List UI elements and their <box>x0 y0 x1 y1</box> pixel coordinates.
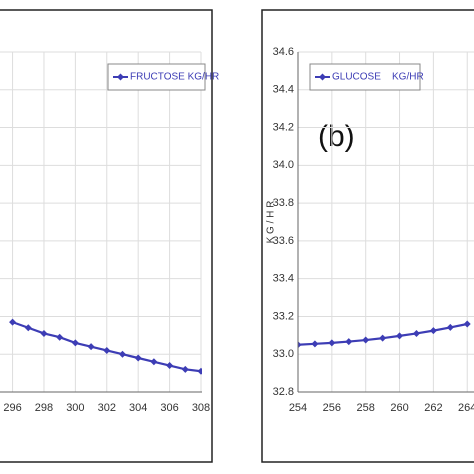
plot <box>298 51 474 393</box>
point <box>181 365 189 373</box>
panel-label: (b) <box>318 120 355 153</box>
x-tick-label: 304 <box>129 402 147 414</box>
legend-marker <box>117 73 124 81</box>
point <box>396 332 404 340</box>
plot <box>0 51 202 393</box>
point <box>197 367 202 375</box>
y-tick-label: 34.4 <box>273 84 294 96</box>
x-tick-label: 296 <box>3 402 21 414</box>
y-tick-label: 32.8 <box>273 386 294 398</box>
legend-label: FRUCTOSE KG/HR <box>130 72 219 83</box>
point <box>379 334 387 342</box>
y-tick-label: 33.6 <box>273 235 294 247</box>
legend-marker <box>319 73 326 81</box>
point <box>345 338 353 346</box>
legend-label: GLUCOSE KG/HR <box>332 72 424 83</box>
point <box>87 343 95 351</box>
point <box>362 336 370 344</box>
y-tick-label: 34.0 <box>273 159 294 171</box>
y-tick-label: 33.4 <box>273 273 294 285</box>
x-tick-label: 306 <box>160 402 178 414</box>
x-tick-label: 300 <box>66 402 84 414</box>
point <box>463 320 471 328</box>
point <box>40 329 48 337</box>
y-tick-label: 33.2 <box>273 310 294 322</box>
point <box>56 333 64 341</box>
panel-frame <box>261 9 474 463</box>
x-tick-label: 256 <box>323 402 341 414</box>
panel-frame <box>0 9 213 463</box>
point <box>311 340 319 348</box>
point <box>328 339 336 347</box>
x-tick-label: 308 <box>192 402 210 414</box>
point <box>412 329 420 337</box>
x-tick-label: 258 <box>357 402 375 414</box>
x-tick-label: 262 <box>424 402 442 414</box>
point <box>150 358 158 366</box>
point <box>134 354 142 362</box>
point <box>118 350 126 358</box>
point <box>71 339 79 347</box>
point <box>446 323 454 331</box>
x-tick-label: 254 <box>289 402 307 414</box>
x-tick-label: 264 <box>458 402 474 414</box>
y-tick-label: 34.6 <box>273 46 294 58</box>
x-tick-label: 302 <box>98 402 116 414</box>
point <box>24 324 32 332</box>
y-tick-label: 33.8 <box>273 197 294 209</box>
point <box>429 327 437 335</box>
x-tick-label: 260 <box>390 402 408 414</box>
y-tick-label: 33.0 <box>273 348 294 360</box>
point <box>9 318 17 326</box>
x-tick-label: 298 <box>35 402 53 414</box>
y-axis-label: K G / H R <box>266 201 277 244</box>
point <box>103 346 111 354</box>
point <box>166 362 174 370</box>
point <box>298 341 302 349</box>
y-tick-label: 34.2 <box>273 121 294 133</box>
